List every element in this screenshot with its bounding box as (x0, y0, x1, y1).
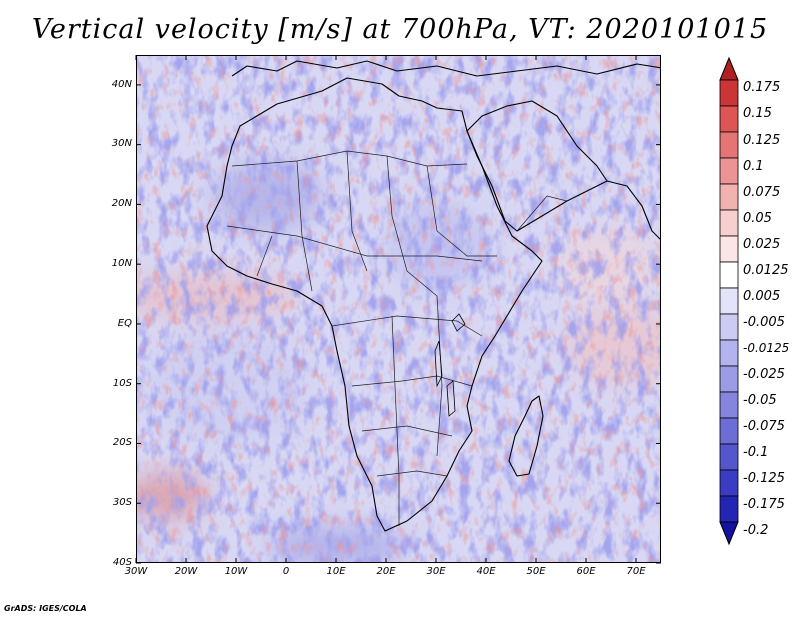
lon-label-60e: 60E (576, 566, 596, 577)
colorbar-swatch (719, 79, 739, 107)
colorbar-label: -0.1 (743, 445, 769, 460)
map-title: Vertical velocity [m/s] at 700hPa, VT: 2… (31, 14, 769, 45)
colorbar-swatch (719, 391, 739, 419)
colorbar-label: -0.175 (743, 497, 785, 512)
colorbar-label: -0.2 (743, 523, 769, 538)
colorbar-label: -0.005 (743, 315, 785, 330)
colorbar-swatch (719, 157, 739, 185)
colorbar-label: -0.0125 (743, 341, 790, 355)
colorbar-label: -0.075 (743, 419, 785, 434)
colorbar-top-arrow (719, 56, 739, 81)
colorbar-label: 0.075 (743, 185, 781, 200)
colorbar-swatch (719, 339, 739, 367)
africa-coastline (206, 77, 543, 532)
colorbar-label: 0.05 (743, 211, 772, 226)
europe-coastline (231, 60, 660, 77)
colorbar-swatch (719, 105, 739, 133)
coastlines (206, 60, 660, 532)
lat-label-20n: 20N (111, 198, 132, 209)
lon-label-0: 0 (282, 566, 290, 577)
lon-label-20e: 20E (376, 566, 396, 577)
lat-label-30n: 30N (111, 138, 132, 149)
colorbar-bottom-arrow (719, 521, 739, 546)
colorbar-swatch (719, 469, 739, 497)
colorbar-swatch (719, 443, 739, 471)
lat-label-20s: 20S (112, 437, 132, 448)
colorbar-label: 0.0125 (743, 263, 789, 278)
colorbar-label: 0.005 (743, 289, 781, 304)
colorbar-swatch (719, 209, 739, 237)
lat-label-10s: 10S (112, 378, 132, 389)
india-coastline (606, 180, 660, 240)
lon-label-10e: 10E (326, 566, 346, 577)
lon-label-30e: 30E (426, 566, 446, 577)
lon-label-40e: 40E (476, 566, 496, 577)
colorbar-swatch (719, 131, 739, 159)
lat-label-40s: 40S (112, 557, 132, 568)
colorbar-label: 0.025 (743, 237, 781, 252)
map-canvas (137, 56, 660, 562)
colorbar-swatch (719, 287, 739, 315)
grads-credit: GrADS: IGES/COLA (4, 604, 87, 613)
colorbar-label: -0.05 (743, 393, 777, 408)
colorbar-swatch (719, 261, 739, 289)
colorbar-label: -0.125 (743, 471, 785, 486)
map-panel (136, 55, 661, 563)
colorbar-swatch (719, 313, 739, 341)
lon-label-10w: 10W (224, 566, 248, 577)
lat-label-eq: EQ (117, 318, 132, 329)
lon-label-30w: 30W (124, 566, 148, 577)
country-borders (226, 150, 568, 526)
lat-label-10n: 10N (111, 258, 132, 269)
colorbar-swatch (719, 495, 739, 523)
colorbar-label: 0.175 (743, 80, 781, 95)
lat-label-40n: 40N (111, 79, 132, 90)
madagascar-coastline (508, 395, 544, 477)
colorbar-label: -0.025 (743, 367, 785, 382)
lat-label-30s: 30S (112, 497, 132, 508)
colorbar-swatch (719, 365, 739, 393)
colorbar-swatch (719, 235, 739, 263)
colorbar-swatch (719, 183, 739, 211)
colorbar-swatch (719, 417, 739, 445)
colorbar-label: 0.15 (743, 106, 772, 121)
colorbar-label: 0.125 (743, 133, 781, 148)
colorbar-label: 0.1 (743, 159, 764, 174)
lon-label-70e: 70E (626, 566, 646, 577)
lon-label-50e: 50E (526, 566, 546, 577)
lon-label-20w: 20W (174, 566, 198, 577)
lakes (434, 313, 466, 417)
colorbar (719, 56, 739, 546)
